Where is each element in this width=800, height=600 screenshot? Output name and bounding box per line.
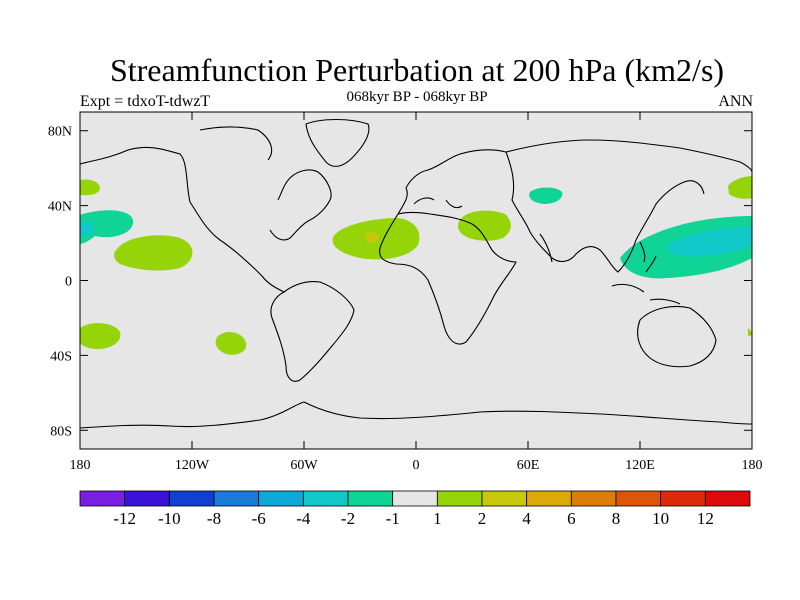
lon-tick-label: 120E [625,458,655,473]
plot-title: Streamfunction Perturbation at 200 hPa (… [109,52,725,88]
coast-north-america [80,126,332,293]
anomaly-indian-ocean-edge [748,328,752,336]
coastlines [80,119,752,429]
colorbar-swatch [615,490,662,507]
colorbar-label: -10 [158,509,181,528]
colorbar-label: 12 [697,509,714,528]
experiment-label: Expt = tdxoT-tdwzT [80,93,211,110]
anomaly-central-pacific-cyan [80,210,134,244]
coast-australia [637,305,717,368]
anomaly-central-pacific-cyan-inner [80,221,95,236]
lon-tick-label: 60E [517,458,540,473]
colorbar-label: 8 [612,509,621,528]
coast-africa [379,211,517,345]
coast-asia [505,139,752,273]
lat-tick-label: 0 [65,275,72,290]
colorbar-swatch [347,490,394,507]
colorbar-label: -4 [296,509,311,528]
anomaly-north-pacific-east [728,176,752,199]
lat-tick-label: 40N [48,200,72,215]
colorbar-swatch [436,490,483,507]
lon-tick-label: 180 [70,458,91,473]
coast-europe [397,149,507,215]
colorbar-swatch [168,490,215,507]
anomaly-west-pacific-inner [666,226,752,257]
colorbar: -12 -10 -8 -6 -4 -2 -1 1 2 4 6 8 10 12 [79,490,751,528]
colorbar-label: -2 [341,509,355,528]
colorbar-swatch [570,490,617,507]
lon-tick-label: 60W [290,458,318,473]
coast-south-america [270,281,355,382]
colorbar-label: 1 [433,509,442,528]
colorbar-label: -6 [252,509,266,528]
colorbar-swatch [79,490,126,507]
colorbar-swatch [481,490,528,507]
plot-subtitle: 068kyr BP - 068kyr BP [346,89,488,105]
colorbar-swatch [660,490,706,507]
lat-tick-label: 40S [50,349,72,364]
lon-tick-label: 0 [413,458,420,473]
anomaly-north-pacific-west [80,179,100,196]
lon-tick-label: 180 [742,458,763,473]
coast-antarctica [80,401,752,429]
anomaly-layer [80,176,752,355]
colorbar-label: -1 [386,509,400,528]
colorbar-label: 2 [478,509,487,528]
lat-tick-label: 80N [48,125,72,140]
coast-greenland [305,119,370,167]
anomaly-south-pacific-west [80,323,121,350]
anomaly-north-atlantic-africa-inner [365,232,380,244]
anomaly-tropical-east-pacific [114,235,193,271]
colorbar-label: 10 [652,509,669,528]
colorbar-swatch [124,490,170,507]
anomaly-middle-east [457,210,511,241]
lat-tick-label: 80S [50,424,72,439]
lon-tick-label: 120W [175,458,210,473]
colorbar-swatch [704,490,751,507]
season-label: ANN [718,93,753,110]
colorbar-swatch [213,490,260,507]
latitude-axis: 80N 40N 0 40S 80S [48,125,752,439]
longitude-axis: 180 120W 60W 0 60E 120E 180 [70,112,763,473]
colorbar-swatch [526,490,572,507]
colorbar-swatch [302,490,349,507]
anomaly-central-asia [529,187,563,204]
colorbar-label: -8 [207,509,221,528]
colorbar-label: -12 [113,509,136,528]
map-background [80,112,752,449]
colorbar-label: 4 [522,509,531,528]
colorbar-swatch [392,490,438,507]
anomaly-south-pacific-east [215,332,247,355]
coast-maritime-continent [611,241,681,305]
colorbar-label: 6 [567,509,576,528]
colorbar-swatch [258,490,304,507]
